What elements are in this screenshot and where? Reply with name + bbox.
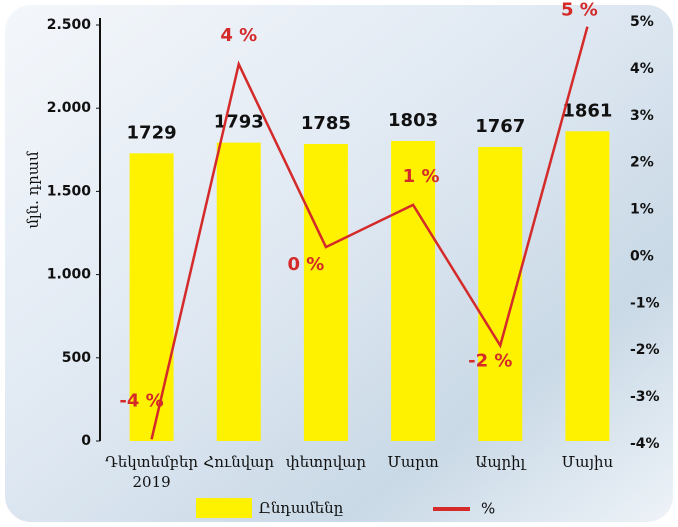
- data-label: 1 %: [403, 166, 440, 187]
- data-label: 4 %: [220, 25, 257, 46]
- data-label: 1861: [562, 100, 612, 121]
- y-tick-label: 500: [62, 350, 91, 366]
- bar: [216, 142, 261, 441]
- bar: [129, 153, 174, 441]
- y2-tick-label: -4%: [630, 436, 660, 452]
- x-tick-label: Մայիս: [561, 453, 614, 471]
- data-label: 1785: [301, 113, 351, 134]
- y2-tick-label: -1%: [630, 295, 660, 311]
- data-label: 5 %: [561, 0, 598, 21]
- y2-tick-label: 0%: [630, 248, 654, 264]
- x-tick-label: Հունվար: [203, 453, 275, 471]
- y2-tick-label: 1%: [630, 202, 654, 218]
- data-label: 1793: [214, 112, 264, 133]
- y2-tick-label: 5%: [630, 14, 654, 30]
- y2-tick-label: 4%: [630, 61, 654, 77]
- data-label: -4 %: [119, 390, 163, 411]
- y2-tick-label: 3%: [630, 108, 654, 124]
- bar: [478, 146, 523, 442]
- legend-label: %: [481, 500, 495, 518]
- y-axis-title: մլն. դրամ: [24, 151, 42, 229]
- x-tick-label: Դեկտեմբեր 2019: [105, 453, 199, 491]
- x-tick-label: Ապրիլ: [475, 453, 526, 471]
- y2-tick-label: -2%: [630, 342, 660, 358]
- data-label: -2 %: [468, 351, 512, 372]
- legend-label: Ընդամենը: [259, 499, 344, 517]
- legend-swatch: [196, 498, 252, 518]
- y-tick-label: 1.500: [47, 183, 92, 199]
- data-label: 1803: [388, 110, 438, 131]
- y-tick-label: 0: [81, 433, 91, 449]
- bar: [303, 143, 348, 441]
- bar: [391, 140, 436, 441]
- y-tick-label: 1.000: [47, 267, 92, 283]
- bar: [565, 131, 610, 442]
- data-label: 1767: [475, 116, 525, 137]
- y-tick-label: 2.000: [47, 100, 92, 116]
- y-tick-label: 2.500: [47, 17, 92, 33]
- x-tick-label: փետրվար: [285, 453, 367, 471]
- x-tick-label: Մարտ: [387, 453, 439, 471]
- data-label: 1729: [127, 122, 177, 143]
- y2-tick-label: 2%: [630, 155, 654, 171]
- line: [150, 26, 589, 440]
- data-label: 0 %: [288, 254, 325, 275]
- y2-tick-label: -3%: [630, 389, 660, 405]
